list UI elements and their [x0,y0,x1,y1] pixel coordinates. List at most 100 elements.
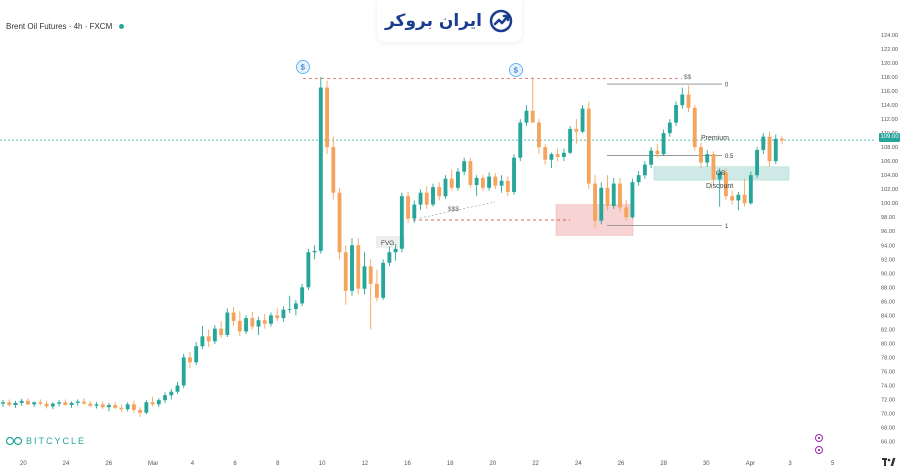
candle-body [561,152,566,157]
candle-body [699,147,703,163]
x-tick-label: 16 [404,461,411,467]
candle-body [206,336,211,342]
candle-body [156,400,161,405]
candle [262,313,267,329]
brand-logo: ایران بروکر [377,0,522,42]
candle [63,399,68,406]
y-tick-label: 108.00 [881,145,898,151]
candle-body [406,196,411,219]
candle-body [630,182,635,218]
candle [418,189,423,211]
candle-body [493,176,498,186]
watermark-text: BITCYCLE [26,436,87,446]
candle [131,400,136,413]
y-tick-label: 84.00 [881,313,895,319]
dollar-marker-label: $ [301,63,306,72]
candle [618,177,622,212]
y-tick-label: 82.00 [881,327,895,333]
candle [318,77,323,254]
candle [655,143,660,158]
candle [75,399,80,406]
candle [443,175,448,200]
y-tick-label: 102.00 [881,187,898,193]
y-tick-label: 96.00 [881,229,895,235]
candle-body [374,283,379,298]
candle-body [437,187,442,197]
candle [406,191,411,223]
candle-body [618,183,622,208]
dollar-marker-label: $ [514,66,519,75]
candle [200,325,205,349]
candle-body [642,164,647,176]
y-tick-label: 78.00 [881,355,895,361]
candle-body [443,178,448,197]
candle [761,133,766,155]
y-tick-label: 80.00 [881,341,895,347]
y-tick-label: 104.00 [881,173,898,179]
candle [374,269,379,302]
candle-body [57,402,62,404]
candle-body [568,128,573,153]
candle-body [231,312,236,321]
tradingview-logo-icon[interactable] [882,457,896,467]
candle-body [269,315,273,324]
candle [742,178,747,207]
candle-body [518,122,523,158]
candle-body [574,128,579,132]
candle-body [649,150,654,165]
candle-body [212,328,217,342]
candle-body [381,262,386,298]
candle-body [325,87,329,148]
target-icon[interactable] [815,446,823,454]
x-tick-label: 10 [319,461,326,467]
x-tick-label: 3 [788,461,792,467]
candle-body [144,402,149,413]
ob-label: OB [716,170,725,177]
y-tick-label: 98.00 [881,215,895,221]
candle [437,182,442,201]
candle [88,400,93,408]
candle-body [387,252,392,263]
candle-body [487,176,492,188]
candle [1,400,5,408]
brand-name: ایران بروکر [384,11,483,31]
candle-body [119,407,124,410]
y-tick-label: 124.00 [881,33,898,39]
candle [431,183,435,207]
candle-body [306,252,311,288]
candle [25,398,30,406]
candle-body [424,192,429,205]
candle-body [723,172,728,197]
candle [723,168,728,200]
candle [300,283,305,307]
x-tick-label: 6 [233,461,237,467]
candle [231,306,236,326]
candle [593,175,597,228]
candle-body [580,108,585,132]
candle-body [418,192,423,205]
candle [456,168,460,191]
candle [156,398,161,408]
candle [518,119,523,162]
y-tick-label: 94.00 [881,243,895,249]
candle [692,105,697,151]
x-tick-label: 28 [660,461,667,467]
candle [169,388,174,400]
candle-body [343,252,348,291]
candle-body [244,318,248,332]
candle-body [399,196,404,249]
candle-body [780,138,784,141]
candle [281,306,286,322]
x-tick-label: 5 [831,461,835,467]
candle-body [63,402,68,406]
candle [256,316,261,335]
y-tick-label: 100.00 [881,201,898,207]
candle [337,187,342,260]
candle [244,315,248,335]
target-icon[interactable] [815,434,823,442]
candle [543,144,548,165]
candle [212,325,217,345]
candle [630,178,635,219]
